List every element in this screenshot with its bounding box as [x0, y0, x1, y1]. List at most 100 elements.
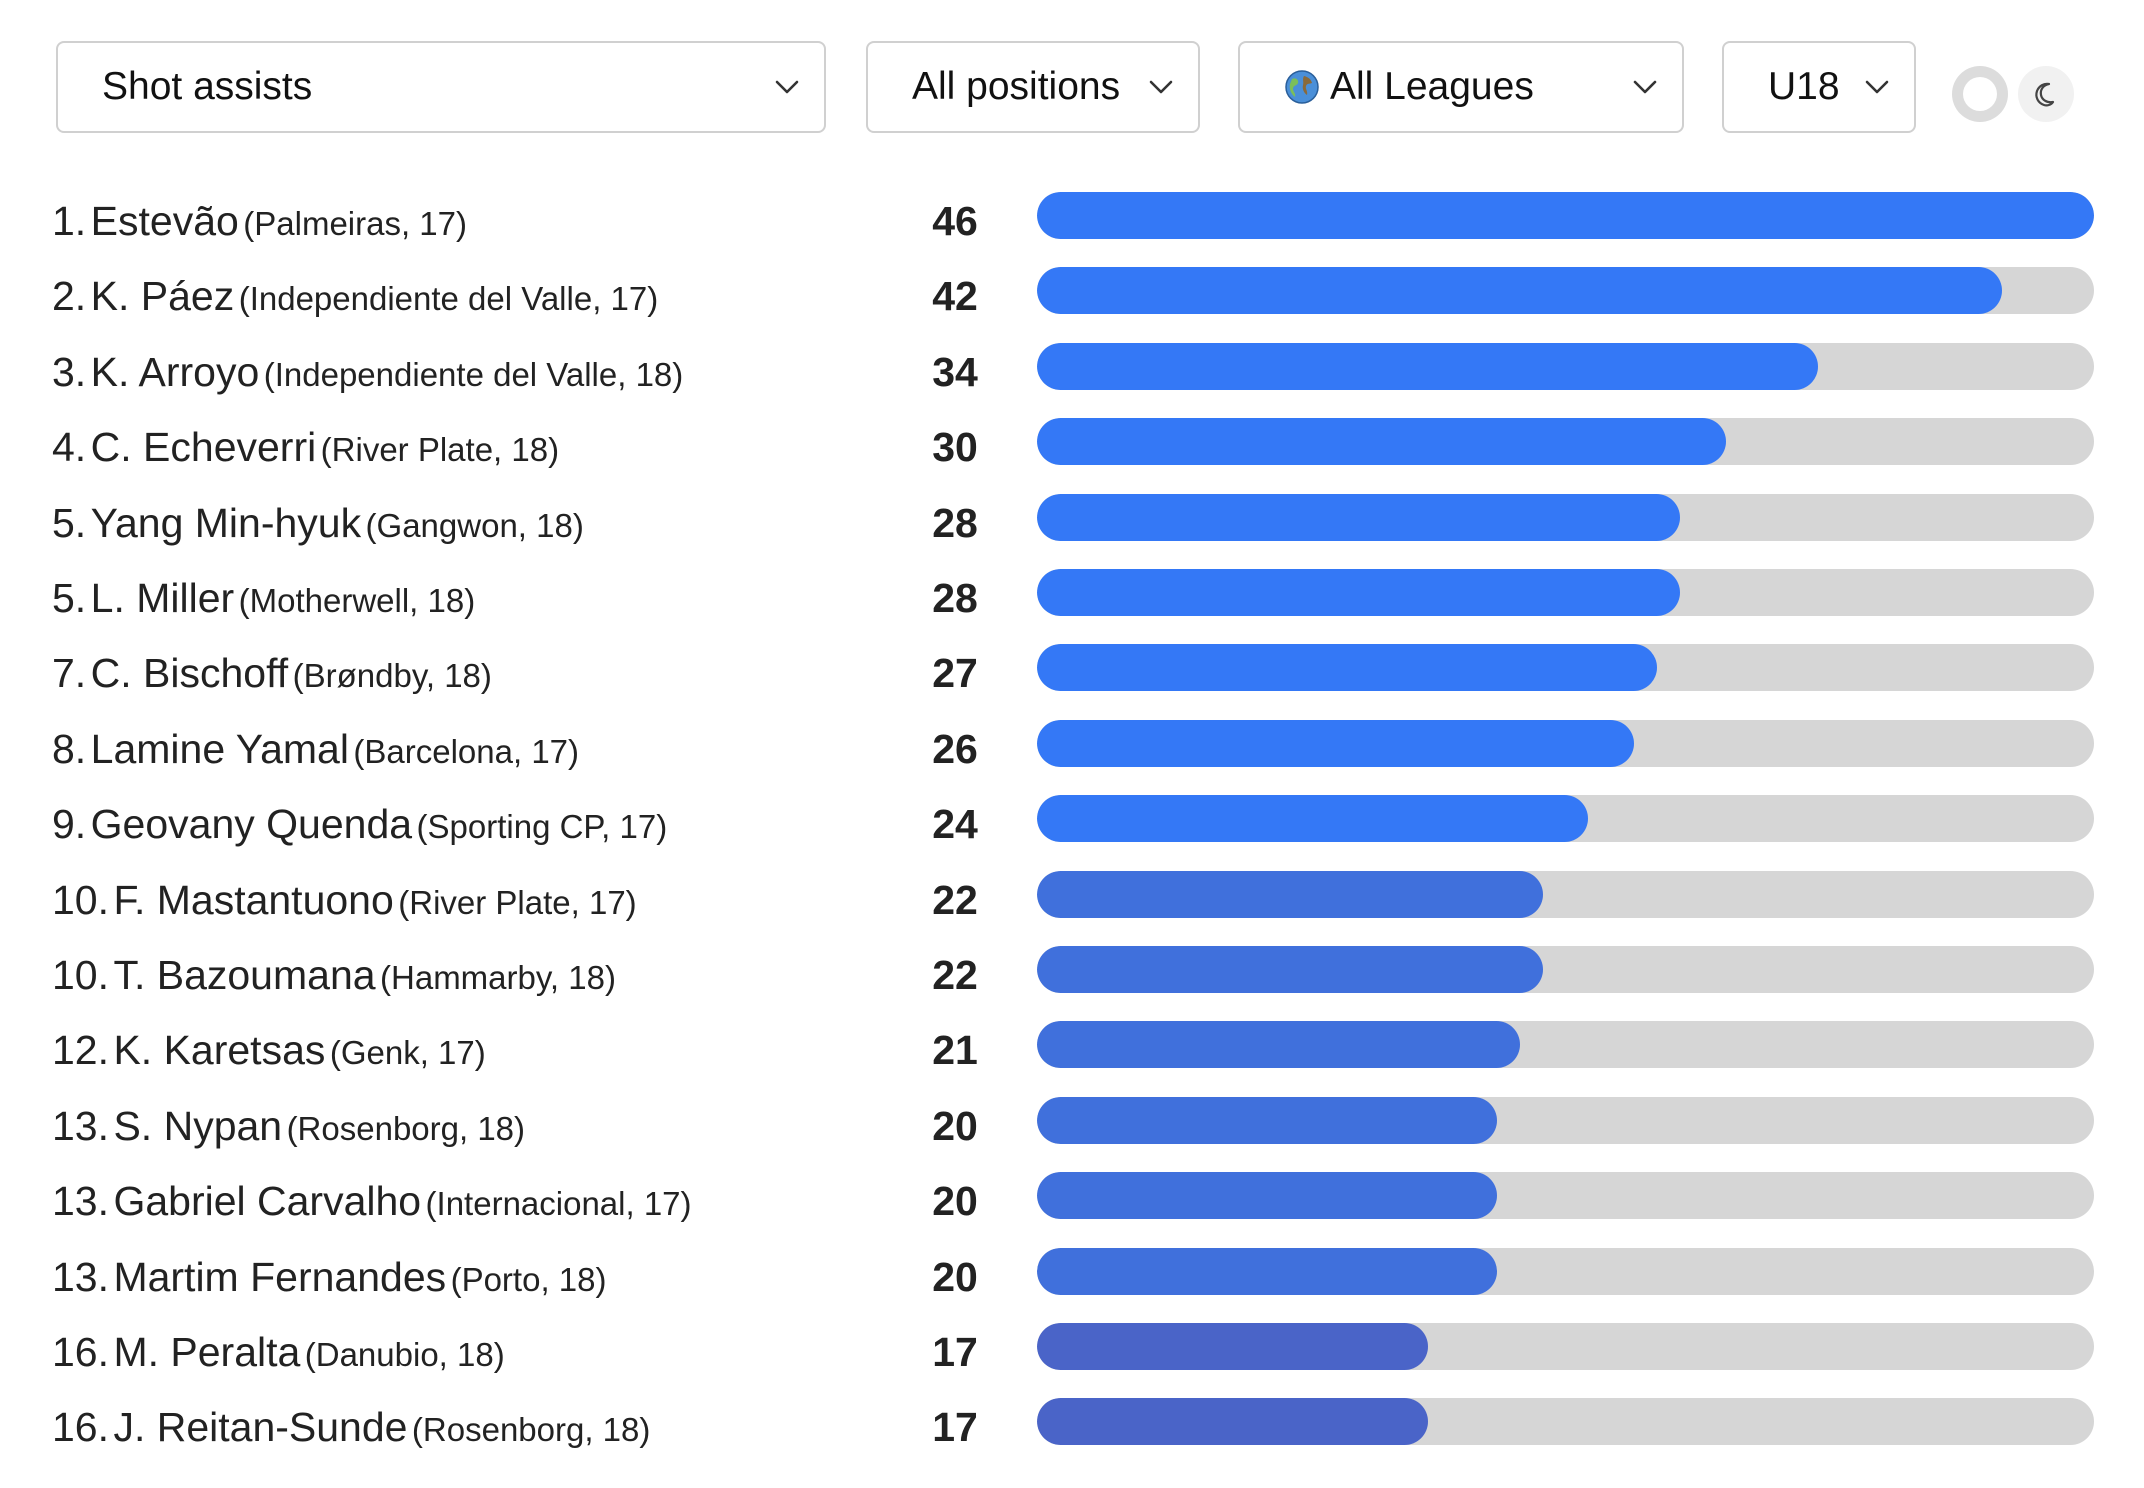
player-label: 13. Martim Fernandes (Porto, 18) [52, 1254, 606, 1301]
position-select[interactable]: All positions [866, 41, 1200, 133]
player-rank: 16. [52, 1329, 109, 1375]
bar-fill [1037, 418, 1727, 466]
leaderboard-row[interactable]: 4. C. Echeverri (River Plate, 18) 30 [0, 410, 2144, 485]
player-label: 5. Yang Min-hyuk (Gangwon, 18) [52, 500, 584, 547]
leaderboard-row[interactable]: 5. L. Miller (Motherwell, 18) 28 [0, 561, 2144, 636]
chevron-down-icon [1149, 80, 1173, 94]
player-rank: 9. [52, 801, 87, 848]
player-rank: 1. [52, 198, 87, 244]
player-rank: 13. [52, 1253, 109, 1300]
bar-fill [1037, 946, 1543, 993]
player-name: Martim Fernandes [113, 1253, 447, 1300]
player-rank: 5. [52, 499, 87, 546]
leaderboard-row[interactable]: 7. C. Bischoff (Brøndby, 18) 27 [0, 636, 2144, 711]
player-name: S. Nypan [113, 1102, 283, 1149]
bar-fill [1037, 569, 1681, 616]
player-label: 3. K. Arroyo (Independiente del Valle, 1… [52, 349, 683, 396]
player-name: T. Bazoumana [113, 952, 376, 998]
player-rank: 8. [52, 725, 87, 772]
player-label: 9. Geovany Quenda (Sporting CP, 17) [52, 801, 667, 848]
stat-value: 42 [932, 273, 978, 320]
leaderboard-row[interactable]: 2. K. Páez (Independiente del Valle, 17)… [0, 259, 2144, 334]
bar-track [1037, 1021, 2094, 1069]
leaderboard-row[interactable]: 10. T. Bazoumana (Hammarby, 18) 22 [0, 938, 2144, 1013]
bar-fill [1037, 870, 1543, 918]
player-name: C. Bischoff [90, 650, 289, 697]
player-club-age: (Brøndby, 18) [292, 657, 492, 695]
player-name: Gabriel Carvalho [113, 1178, 422, 1225]
stat-value: 17 [932, 1329, 978, 1375]
player-name: K. Arroyo [90, 348, 260, 395]
bar-track [1037, 342, 2094, 390]
player-label: 5. L. Miller (Motherwell, 18) [52, 575, 475, 622]
dark-theme-toggle[interactable] [2018, 66, 2074, 122]
player-rank: 5. [52, 575, 87, 621]
bar-track [1037, 1096, 2094, 1144]
leaderboard-row[interactable]: 3. K. Arroyo (Independiente del Valle, 1… [0, 335, 2144, 410]
age-select-label: U18 [1768, 65, 1840, 108]
stat-value: 46 [932, 198, 978, 244]
leaderboard-row[interactable]: 16. J. Reitan-Sunde (Rosenborg, 18) 17 [0, 1390, 2144, 1465]
player-club-age: (Independiente del Valle, 17) [238, 280, 659, 318]
league-select-label: All Leagues [1330, 65, 1534, 108]
leaderboard-row[interactable]: 5. Yang Min-hyuk (Gangwon, 18) 28 [0, 486, 2144, 561]
bar-fill [1037, 192, 2094, 239]
player-club-age: (River Plate, 18) [320, 431, 560, 469]
stat-value: 20 [932, 1178, 978, 1225]
bar-track [1037, 719, 2094, 767]
player-club-age: (Danubio, 18) [304, 1336, 505, 1373]
stat-value: 17 [932, 1404, 978, 1451]
player-club-age: (Independiente del Valle, 18) [263, 355, 684, 393]
player-rank: 13. [52, 1178, 109, 1225]
bar-fill [1037, 1096, 1497, 1144]
player-label: 13. S. Nypan (Rosenborg, 18) [52, 1103, 525, 1150]
player-rank: 4. [52, 424, 87, 471]
leaderboard-row[interactable]: 13. Gabriel Carvalho (Internacional, 17)… [0, 1164, 2144, 1239]
player-club-age: (Gangwon, 18) [365, 506, 584, 544]
player-rank: 16. [52, 1404, 109, 1451]
player-club-age: (Porto, 18) [450, 1260, 607, 1298]
player-label: 16. M. Peralta (Danubio, 18) [52, 1329, 505, 1376]
player-club-age: (Hammarby, 18) [380, 959, 616, 996]
stat-value: 30 [932, 424, 978, 471]
player-label: 12. K. Karetsas (Genk, 17) [52, 1027, 486, 1074]
bar-track [1037, 795, 2094, 843]
player-label: 1. Estevão (Palmeiras, 17) [52, 198, 467, 245]
player-club-age: (Rosenborg, 18) [286, 1109, 526, 1147]
bar-track [1037, 569, 2094, 616]
player-club-age: (Motherwell, 18) [238, 582, 476, 619]
league-select[interactable]: All Leagues [1238, 41, 1684, 133]
player-name: K. Karetsas [113, 1027, 326, 1074]
age-select[interactable]: U18 [1722, 41, 1916, 133]
leaderboard-row[interactable]: 10. F. Mastantuono (River Plate, 17) 22 [0, 863, 2144, 938]
leaderboard-row[interactable]: 8. Lamine Yamal (Barcelona, 17) 26 [0, 712, 2144, 787]
bar-track [1037, 192, 2094, 239]
leaderboard-row[interactable]: 1. Estevão (Palmeiras, 17) 46 [0, 184, 2144, 259]
stat-value: 27 [932, 650, 978, 697]
leaderboard-row[interactable]: 13. Martim Fernandes (Porto, 18) 20 [0, 1240, 2144, 1315]
player-name: Yang Min-hyuk [90, 499, 362, 546]
player-label: 7. C. Bischoff (Brøndby, 18) [52, 650, 492, 697]
stat-value: 28 [932, 499, 978, 546]
leaderboard-row[interactable]: 12. K. Karetsas (Genk, 17) 21 [0, 1013, 2144, 1088]
stat-value: 22 [932, 952, 978, 998]
player-label: 10. F. Mastantuono (River Plate, 17) [52, 877, 637, 924]
player-label: 13. Gabriel Carvalho (Internacional, 17) [52, 1178, 692, 1225]
bar-track [1037, 1398, 2094, 1446]
bar-track [1037, 1323, 2094, 1370]
light-theme-toggle[interactable] [1952, 66, 2008, 122]
metric-select-label: Shot assists [102, 65, 313, 108]
bar-fill [1037, 644, 1658, 692]
leaderboard-row[interactable]: 9. Geovany Quenda (Sporting CP, 17) 24 [0, 787, 2144, 862]
metric-select[interactable]: Shot assists [56, 41, 826, 133]
position-select-label: All positions [912, 65, 1121, 108]
chevron-down-icon [1865, 80, 1889, 94]
stat-value: 20 [932, 1102, 978, 1149]
player-rank: 12. [52, 1027, 109, 1074]
bar-fill [1037, 719, 1635, 767]
bar-fill [1037, 267, 2003, 315]
leaderboard-row[interactable]: 13. S. Nypan (Rosenborg, 18) 20 [0, 1089, 2144, 1164]
player-label: 8. Lamine Yamal (Barcelona, 17) [52, 726, 579, 773]
player-name: K. Páez [90, 273, 235, 320]
leaderboard-row[interactable]: 16. M. Peralta (Danubio, 18) 17 [0, 1315, 2144, 1390]
